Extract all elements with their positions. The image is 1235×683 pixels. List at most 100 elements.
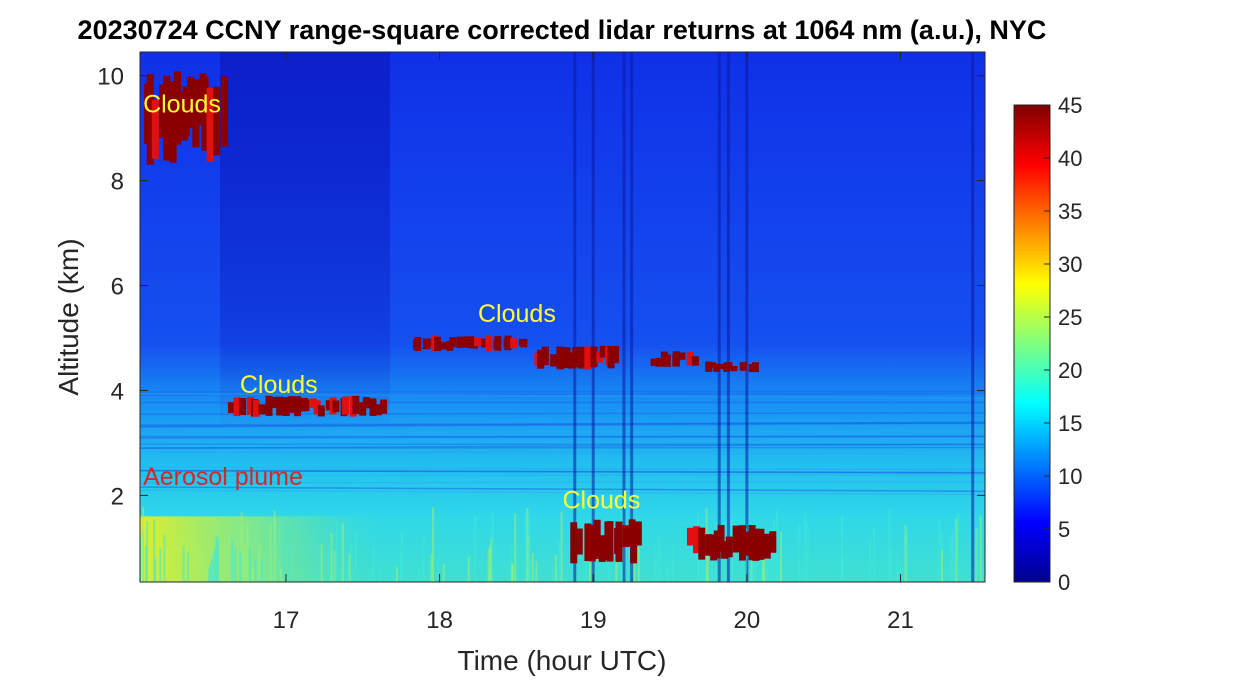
cloud-cell — [575, 528, 583, 555]
cloud-cell — [233, 397, 241, 417]
cloud-cell — [434, 336, 442, 352]
cloud-cell — [537, 349, 545, 369]
cloud-cell — [163, 75, 171, 161]
layer-streak — [140, 449, 985, 454]
cloud-cell — [732, 525, 740, 553]
cloud-cell — [606, 521, 614, 562]
cloud-cell — [739, 362, 747, 371]
cloud-cell — [541, 346, 549, 366]
layer-streak — [140, 466, 985, 471]
cloud-cell — [282, 397, 290, 417]
layer-streak — [140, 486, 985, 493]
cloud-cell — [752, 528, 760, 561]
cloud-cell — [593, 519, 601, 559]
cloud-cell — [206, 87, 214, 162]
layer-streak — [140, 443, 985, 449]
cloud-cell — [717, 363, 725, 370]
cloud-cell — [449, 337, 457, 347]
cloud-cell — [686, 527, 694, 546]
colorbar-tick-label: 5 — [1058, 517, 1070, 542]
colorbar-tick-label: 10 — [1058, 464, 1082, 489]
cloud-cell — [634, 521, 642, 546]
y-tick-label: 6 — [111, 274, 124, 301]
cloud-cell — [705, 361, 713, 372]
cloud-cell — [663, 354, 671, 367]
cloud-cell — [748, 525, 756, 561]
layer-streak — [140, 430, 985, 433]
cloud-cell — [169, 81, 177, 163]
layer-streak — [140, 451, 985, 455]
cloud-cell — [369, 398, 377, 416]
cloud-cell — [374, 404, 382, 416]
cloud-cell — [332, 400, 340, 413]
layer-streak — [140, 481, 985, 484]
cloud-cell — [763, 533, 771, 559]
colorbar-ticks: 0 5 10 15 20 25 30 35 40 45 — [1044, 93, 1082, 595]
cloud-cell — [672, 351, 680, 367]
cloud-cell — [302, 399, 310, 411]
layer-streak — [140, 469, 985, 474]
cloud-cell — [721, 541, 729, 559]
signal-streaks — [140, 52, 985, 582]
colorbar-gradient — [1013, 104, 1051, 583]
cloud-cell — [590, 346, 598, 368]
colorbar-tick-label: 40 — [1058, 146, 1082, 171]
cloud-cell — [678, 352, 686, 360]
cloud-cell — [313, 400, 321, 415]
layer-streak — [140, 446, 985, 449]
colorbar-tick-label: 0 — [1058, 570, 1070, 595]
cloud-cell — [504, 335, 512, 351]
chart-title: 20230724 CCNY range-square corrected lid… — [78, 15, 1047, 45]
cloud-cell — [769, 531, 777, 553]
layer-streak — [140, 489, 985, 496]
cloud-cell — [159, 84, 167, 138]
cloud-cell — [426, 338, 434, 348]
colorbar-tick-label: 35 — [1058, 199, 1082, 224]
cloud-cell — [187, 76, 195, 128]
cloud-cell — [615, 521, 623, 562]
layer-streak — [140, 468, 985, 471]
plot-frame — [139, 51, 986, 583]
cloud-cell — [742, 531, 750, 556]
layer-streak — [140, 443, 985, 446]
cloud-cell — [276, 396, 284, 416]
cloud-cell — [713, 363, 721, 372]
cloud-cell — [698, 527, 706, 560]
annotation-label: Aerosol plume — [143, 463, 303, 491]
layer-streak — [140, 435, 985, 439]
y-axis-ticks: 2 4 6 8 10 — [97, 64, 985, 510]
cloud-cell — [227, 402, 235, 414]
x-tick-label: 20 — [734, 607, 761, 634]
cloud-cell — [510, 338, 518, 349]
layer-streak — [140, 422, 985, 428]
colorbar-tick-label: 20 — [1058, 358, 1082, 383]
cloud-cell — [252, 399, 260, 417]
layer-streak — [140, 474, 985, 477]
colorbar-tick-label: 25 — [1058, 305, 1082, 330]
cloud-cell — [598, 535, 606, 562]
cloud-cell — [462, 336, 470, 348]
plot-area — [140, 52, 985, 582]
layer-streak — [140, 390, 985, 393]
cloud-cell — [182, 86, 190, 137]
cloud-cell — [577, 346, 585, 369]
cloud-cell — [485, 335, 493, 352]
layer-streak — [140, 421, 985, 428]
cloud-cell — [599, 345, 607, 358]
cloud-cell — [520, 338, 528, 348]
cloud-cell — [584, 523, 592, 562]
cloud-cell — [709, 362, 717, 369]
cloud-cell — [309, 398, 317, 408]
cloud-cell — [655, 357, 663, 367]
cloud-cell — [220, 76, 229, 147]
cloud-cell — [439, 342, 447, 350]
cloud-cell — [380, 399, 388, 414]
cloud-cell — [693, 526, 700, 554]
cloud-features — [144, 71, 777, 564]
colorbar-tick-label: 30 — [1058, 252, 1082, 277]
cloud-cell — [650, 358, 658, 366]
cloud-cell — [607, 345, 615, 369]
cloud-cell — [456, 336, 464, 348]
cloud-cell — [481, 338, 489, 348]
